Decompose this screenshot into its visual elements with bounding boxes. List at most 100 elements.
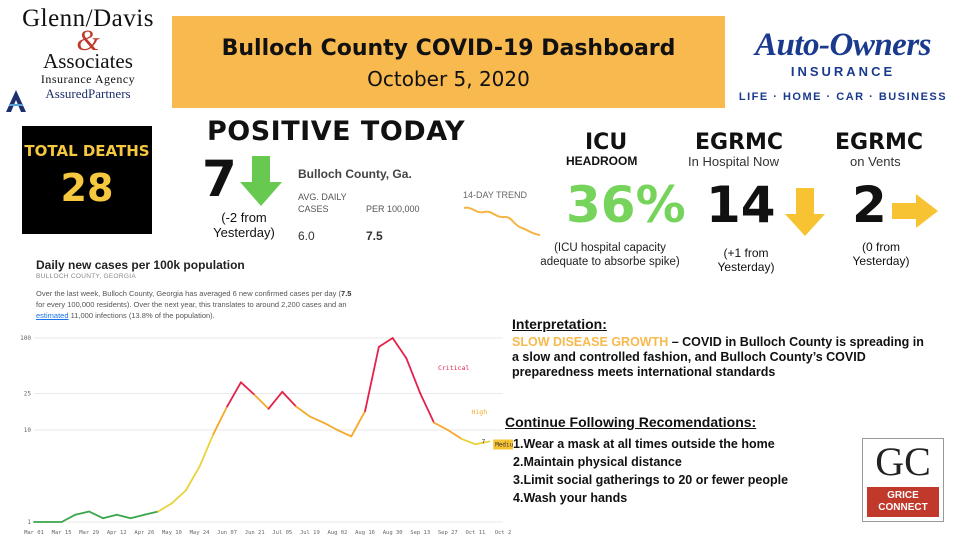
trend-sparkline xyxy=(463,206,541,236)
egrmc-vents-note: (0 from Yesterday) xyxy=(852,240,910,268)
series-line-segment xyxy=(433,421,449,431)
county-name: Bulloch County, Ga. xyxy=(298,167,412,181)
total-deaths-label: TOTAL DEATHS xyxy=(24,142,150,160)
interpretation-heading: Interpretation: xyxy=(512,316,607,332)
egrmc-hospital-subtitle: In Hospital Now xyxy=(688,154,780,169)
x-tick-label: Apr 26 xyxy=(134,530,154,536)
chart-desc-part1: Over the last week, Bulloch County, Geor… xyxy=(36,289,342,298)
auto-owners-insurance: INSURANCE xyxy=(790,64,896,79)
series-line-segment xyxy=(198,433,215,468)
egrmc-hospital-note: (+1 from Yesterday) xyxy=(717,246,775,274)
recommendation-text: Wash your hands xyxy=(523,491,628,505)
x-tick-label: Aug 30 xyxy=(383,530,403,536)
page-date: October 5, 2020 xyxy=(367,67,530,91)
grice-logo-name: GRICE CONNECT xyxy=(867,487,939,517)
series-line-segment xyxy=(267,390,284,410)
x-tick-label: Aug 16 xyxy=(355,530,375,536)
x-tick-label: Oct 2 xyxy=(495,530,512,536)
series-line-segment xyxy=(60,513,77,523)
interpretation-body: SLOW DISEASE GROWTH – COVID in Bulloch C… xyxy=(512,335,932,380)
series-line-segment xyxy=(212,405,229,436)
total-deaths-value: 28 xyxy=(60,166,114,210)
chart-desc-part2: for every 100,000 residents). Over the n… xyxy=(36,300,347,309)
recommendation-item: 3.Limit social gatherings to 20 or fewer… xyxy=(513,473,789,487)
recommendation-item: 1.Wear a mask at all times outside the h… xyxy=(513,437,775,451)
chart-subtitle: BULLOCH COUNTY, GEORGIA xyxy=(36,273,136,280)
series-line-segment xyxy=(115,513,132,520)
y-tick-label: 10 xyxy=(24,427,32,434)
recommendation-text: Limit social gatherings to 20 or fewer p… xyxy=(523,473,789,487)
x-tick-label: Aug 02 xyxy=(328,530,348,536)
avg-daily-cases-label: AVG. DAILY CASES xyxy=(298,192,347,214)
series-line-segment xyxy=(88,510,104,520)
arrow-down-green-icon xyxy=(240,156,282,206)
arrow-right-yellow-icon xyxy=(892,194,938,228)
series-line-segment xyxy=(364,346,380,413)
icu-note: (ICU hospital capacity adequate to absor… xyxy=(540,242,680,268)
icu-title: ICU xyxy=(585,130,628,155)
positive-today-change: (-2 from Yesterday) xyxy=(213,210,275,240)
glenn-logo-line4: AssuredPartners xyxy=(45,86,131,101)
series-line-segment xyxy=(253,394,270,410)
series-line-segment xyxy=(308,415,325,424)
grice-logo-initials: GC xyxy=(875,439,931,484)
series-line-segment xyxy=(350,410,366,438)
x-tick-label: May 24 xyxy=(190,530,211,536)
series-line-segment xyxy=(295,405,311,418)
glenn-logo-line1: Glenn/Davis xyxy=(22,5,154,32)
auto-owners-tagline: LIFE · HOME · CAR · BUSINESS xyxy=(738,91,948,103)
series-line-segment xyxy=(74,510,91,516)
chart-desc-part3: 11,000 infections (13.8% of the populati… xyxy=(68,311,215,320)
series-line-segment xyxy=(391,337,408,360)
medium-zone-label: Medium xyxy=(495,441,513,448)
chart-desc-bold: 7.5 xyxy=(341,289,352,298)
chart-title: Daily new cases per 100k population xyxy=(36,258,245,272)
recommendation-item: 4.Wash your hands xyxy=(513,491,628,505)
series-line-segment xyxy=(377,337,394,348)
dashboard-header: Bulloch County COVID-19 Dashboard Octobe… xyxy=(172,16,725,108)
grice-connect-logo: GC GRICE CONNECT xyxy=(862,438,944,522)
y-tick-label: 1 xyxy=(27,519,31,526)
x-tick-label: Sep 13 xyxy=(410,530,430,536)
positive-today-value: 7 xyxy=(202,150,237,208)
y-tick-label: 25 xyxy=(24,390,32,397)
x-tick-label: Jul 05 xyxy=(272,530,292,536)
x-tick-label: Sep 27 xyxy=(438,530,458,536)
x-tick-label: May 10 xyxy=(162,530,182,536)
series-line-segment xyxy=(281,390,297,408)
egrmc-vents-subtitle: on Vents xyxy=(850,154,901,169)
total-deaths-card: TOTAL DEATHS 28 xyxy=(22,126,152,234)
series-line-segment xyxy=(446,429,463,440)
series-line-segment xyxy=(102,513,118,520)
x-tick-label: Oct 11 xyxy=(465,530,485,536)
egrmc-vents-title: EGRMC xyxy=(835,130,924,155)
series-line-segment xyxy=(226,381,242,408)
x-tick-label: Mar 01 xyxy=(24,530,44,536)
series-line-segment xyxy=(474,440,491,446)
series-line-segment xyxy=(157,502,173,513)
recommendation-text: Wear a mask at all times outside the hom… xyxy=(523,437,775,451)
series-line-segment xyxy=(460,438,477,446)
assured-partners-icon xyxy=(6,90,26,112)
glenn-davis-logo: Glenn/Davis & Associates Insurance Agenc… xyxy=(6,6,170,118)
series-line-segment xyxy=(184,465,201,492)
recommendation-text: Maintain physical distance xyxy=(523,455,682,469)
series-line-segment xyxy=(129,513,146,520)
series-line-segment xyxy=(171,489,187,505)
trend-label: 14-DAY TREND xyxy=(463,190,528,200)
recommendation-item: 2.Maintain physical distance xyxy=(513,455,682,469)
glenn-logo-line3: Insurance Agency xyxy=(40,72,136,86)
arrow-down-yellow-icon xyxy=(785,188,825,236)
estimated-link[interactable]: estimated xyxy=(36,311,69,320)
page-title: Bulloch County COVID-19 Dashboard xyxy=(221,36,676,61)
series-line-segment xyxy=(405,357,422,395)
positive-today-title: POSITIVE TODAY xyxy=(207,116,466,147)
x-tick-label: Mar 15 xyxy=(52,530,72,536)
series-line-segment xyxy=(322,421,339,431)
glenn-logo-line2: Associates xyxy=(43,49,133,73)
avg-daily-cases-value: 6.0 xyxy=(298,229,315,243)
icu-subtitle: HEADROOM xyxy=(566,154,638,168)
series-line-segment xyxy=(143,510,160,516)
critical-zone-label: Critical xyxy=(438,364,469,372)
egrmc-hospital-title: EGRMC xyxy=(695,130,784,155)
